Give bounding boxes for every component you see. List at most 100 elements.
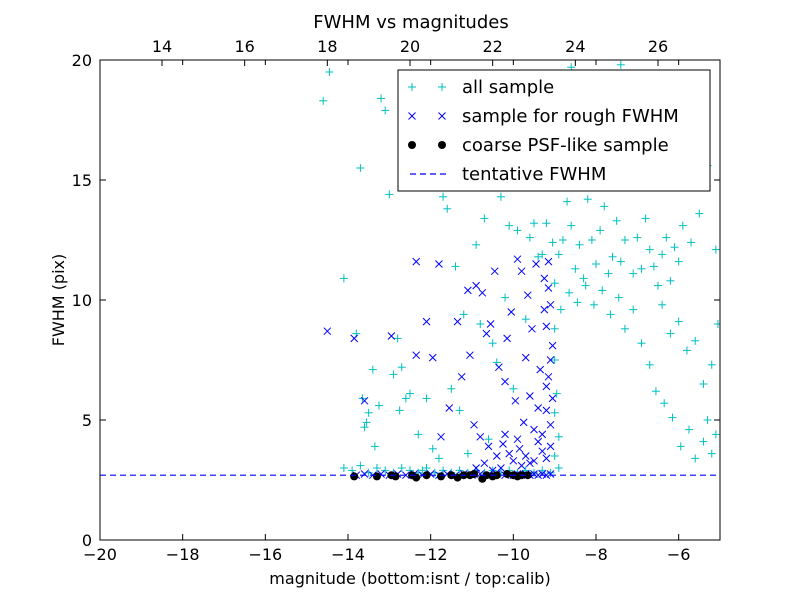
rough-fwhm-point [526,459,534,468]
all-sample-point [589,300,598,309]
chart-title: FWHM vs magnitudes [313,12,508,33]
rough-fwhm-point [466,351,474,360]
legend-label: tentative FWHM [462,164,606,185]
all-sample-point [472,240,481,249]
x-tick-label: −18 [166,545,200,564]
rough-fwhm-point [486,320,495,328]
legend-marker [438,112,446,120]
all-sample-point [525,233,534,242]
all-sample-point [579,274,588,283]
all-sample-point [356,461,365,470]
all-sample-point [598,286,607,295]
all-sample-point [542,219,551,228]
all-sample-point [356,164,365,172]
legend-marker [438,83,446,91]
plot-frame [99,59,721,541]
coarse-psf-point [523,471,532,480]
all-sample-point [484,435,493,444]
all-sample-point [608,252,617,261]
legend-item: tentative FWHM [410,164,606,185]
legend-item: coarse PSF-like sample [408,135,669,156]
rough-fwhm-point [513,435,522,444]
all-sample-point [538,250,547,259]
rough-fwhm-point [546,356,555,364]
rough-fwhm-point [513,255,522,264]
all-sample-point [707,360,716,369]
y-tick-label: 0 [82,531,92,550]
all-sample-point [649,262,658,271]
all-sample-point [571,264,580,273]
all-sample-point [629,305,638,314]
legend-label: coarse PSF-like sample [462,135,669,156]
rough-fwhm-point [387,332,396,340]
all-sample-point [548,238,557,247]
rough-fwhm-point [536,365,545,374]
all-sample-point [666,329,675,338]
rough-fwhm-point [519,418,528,427]
rough-fwhm-point [360,396,369,405]
legend-marker [408,112,416,120]
top-tick-label: 24 [565,37,585,56]
all-sample-point [554,250,563,259]
all-sample-point [339,464,348,472]
all-sample-point [375,401,383,410]
rough-fwhm-point [546,300,555,309]
series-1 [323,255,557,480]
rough-fwhm-point [538,430,547,439]
y-tick-label: 20 [72,51,92,70]
x-axis-label: magnitude (bottom:isnt / top:calib) [269,569,550,588]
top-tick-label: 22 [482,37,502,56]
all-sample-point [377,94,386,103]
all-sample-point [509,384,518,393]
top-tick-label: 18 [317,37,337,56]
all-sample-point [550,279,559,288]
rough-fwhm-point [517,461,526,470]
all-sample-point [372,464,381,472]
all-sample-point [422,464,431,472]
all-sample-point [550,356,559,364]
all-sample-point [670,243,679,252]
rough-fwhm-point [457,372,466,381]
all-sample-point [325,68,334,76]
all-sample-point [496,192,505,201]
rough-fwhm-point [548,394,557,403]
legend-label: all sample [462,77,554,98]
legend-item: all sample [408,77,554,98]
all-sample-point [370,442,379,451]
rough-fwhm-point [490,267,499,276]
rough-fwhm-point [521,452,530,460]
all-sample-point [606,310,615,319]
all-sample-point [691,454,700,463]
all-sample-point [658,300,667,309]
all-sample-point [600,202,609,211]
all-sample-point [658,250,667,259]
all-sample-point [513,226,522,235]
all-sample-point [556,305,565,314]
x-tick-label: −20 [83,545,117,564]
rough-fwhm-point [544,372,553,381]
rough-fwhm-point [445,404,454,412]
all-sample-point [397,363,406,372]
all-sample-point [414,430,423,439]
rough-fwhm-point [478,288,487,297]
rough-fwhm-point [546,442,555,451]
all-sample-point [339,274,348,283]
all-sample-point [620,324,629,333]
all-sample-point [668,413,677,422]
rough-fwhm-point [538,447,547,456]
top-tick-label: 20 [400,37,420,56]
rough-fwhm-point [532,260,540,268]
rough-fwhm-point [480,459,489,468]
all-sample-point [687,238,696,247]
all-sample-point [385,190,394,199]
rough-fwhm-point [464,286,472,295]
all-sample-point [616,257,625,266]
all-sample-point [550,324,559,333]
y-tick-label: 10 [72,291,92,310]
legend-item: sample for rough FWHM [408,106,679,127]
rough-fwhm-point [542,454,551,463]
all-sample-point [422,394,431,403]
rough-fwhm-point [484,442,493,451]
rough-fwhm-point [548,341,557,350]
legend-box [397,69,711,192]
